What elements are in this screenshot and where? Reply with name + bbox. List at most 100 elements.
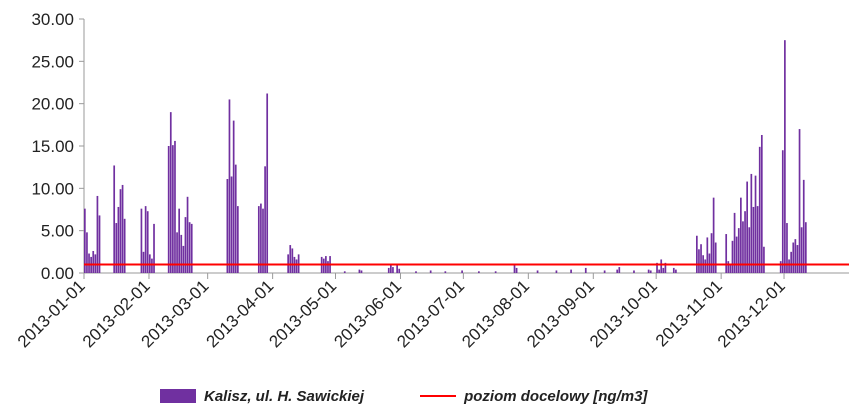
data-bar — [172, 145, 174, 273]
data-bar — [729, 265, 732, 273]
y-tick-label: 5.00 — [41, 222, 74, 241]
data-bar — [706, 237, 709, 273]
data-bar — [176, 232, 178, 273]
data-bar — [429, 270, 432, 273]
data-bar — [672, 267, 675, 273]
data-bar — [649, 270, 652, 273]
data-bar — [647, 269, 650, 273]
legend-bar-swatch — [160, 389, 196, 403]
data-bar — [660, 259, 663, 273]
data-bar — [232, 120, 235, 273]
data-bar — [144, 206, 147, 273]
data-bar — [752, 206, 755, 273]
x-tick-label: 2013-12-01 — [714, 276, 789, 351]
legend-bar-label: Kalisz, ul. H. Sawickiej — [204, 387, 365, 405]
data-bar — [257, 206, 260, 273]
data-bar — [478, 271, 480, 273]
data-bar — [658, 269, 660, 273]
data-bar — [151, 258, 153, 273]
data-bar — [746, 181, 748, 273]
data-bar — [796, 245, 799, 273]
data-bar — [675, 269, 677, 273]
data-bar — [725, 234, 728, 273]
data-bar — [788, 259, 790, 273]
data-bar — [735, 236, 738, 273]
data-bar — [188, 222, 191, 273]
data-bar — [616, 269, 619, 273]
data-bar — [123, 218, 126, 273]
data-bar — [515, 267, 518, 273]
data-bar — [398, 268, 401, 273]
data-bar — [226, 179, 229, 273]
data-bar — [262, 208, 264, 273]
data-bar — [740, 197, 742, 273]
data-bar — [756, 206, 759, 273]
legend-line-swatch — [420, 395, 457, 397]
data-bar — [779, 261, 782, 273]
data-bar — [444, 271, 447, 273]
data-bar — [266, 93, 269, 273]
data-bar — [180, 234, 183, 273]
bar-series — [84, 40, 807, 273]
data-bar — [234, 164, 237, 273]
data-bar — [748, 227, 751, 273]
data-bar — [119, 189, 122, 273]
data-bar — [704, 259, 707, 273]
data-bar — [228, 99, 231, 273]
data-bar — [182, 245, 185, 273]
data-bar — [88, 253, 90, 273]
data-bar — [798, 129, 801, 273]
y-tick-label: 0.00 — [41, 264, 74, 283]
data-bar — [790, 251, 793, 273]
data-bar — [633, 270, 635, 273]
data-bar — [295, 259, 298, 273]
data-bar — [327, 261, 329, 273]
data-bar — [536, 270, 539, 273]
data-bar — [708, 253, 711, 273]
data-bar — [784, 40, 786, 273]
data-bar — [121, 184, 124, 273]
data-bar — [494, 271, 497, 273]
data-bar — [84, 208, 86, 273]
data-bar — [358, 269, 361, 273]
data-bar — [98, 215, 101, 273]
legend: Kalisz, ul. H. Sawickiej poziom docelowy… — [160, 385, 703, 407]
data-bar — [390, 264, 392, 273]
data-bar — [415, 271, 417, 273]
y-tick-label: 30.00 — [31, 10, 74, 29]
legend-line-label: poziom docelowy [ng/m3] — [464, 387, 648, 405]
data-bar — [146, 211, 149, 273]
data-bar — [140, 208, 143, 273]
data-bar — [584, 267, 587, 273]
data-bar — [754, 175, 757, 273]
data-bar — [750, 173, 753, 273]
data-bar — [115, 223, 118, 273]
data-bar — [178, 208, 181, 273]
data-bar — [696, 235, 698, 273]
data-bar — [360, 270, 363, 273]
data-bar — [712, 197, 715, 273]
data-bar — [714, 242, 717, 273]
data-bar — [786, 223, 788, 273]
data-bar — [656, 262, 658, 273]
data-bar — [800, 227, 803, 273]
data-bar — [618, 267, 621, 273]
data-bar — [230, 176, 233, 273]
legend-entry-line[interactable]: poziom docelowy [ng/m3] — [420, 388, 647, 405]
data-bar — [662, 267, 665, 273]
legend-entry-bars[interactable]: Kalisz, ul. H. Sawickiej — [160, 388, 364, 405]
data-bar — [781, 150, 784, 273]
data-bar — [396, 264, 398, 273]
data-bar — [698, 249, 700, 273]
data-bar — [322, 258, 325, 273]
data-bar — [117, 206, 120, 273]
data-bar — [513, 264, 516, 273]
data-bar — [343, 271, 346, 273]
data-bar — [744, 211, 746, 273]
data-bar — [737, 228, 740, 273]
y-axis: 0.00 5.00 10.00 15.00 20.00 25.00 30.00 — [31, 10, 85, 283]
data-bar — [710, 233, 713, 273]
data-bar — [264, 166, 266, 273]
x-tick-label: 2013-05-01 — [265, 276, 340, 351]
